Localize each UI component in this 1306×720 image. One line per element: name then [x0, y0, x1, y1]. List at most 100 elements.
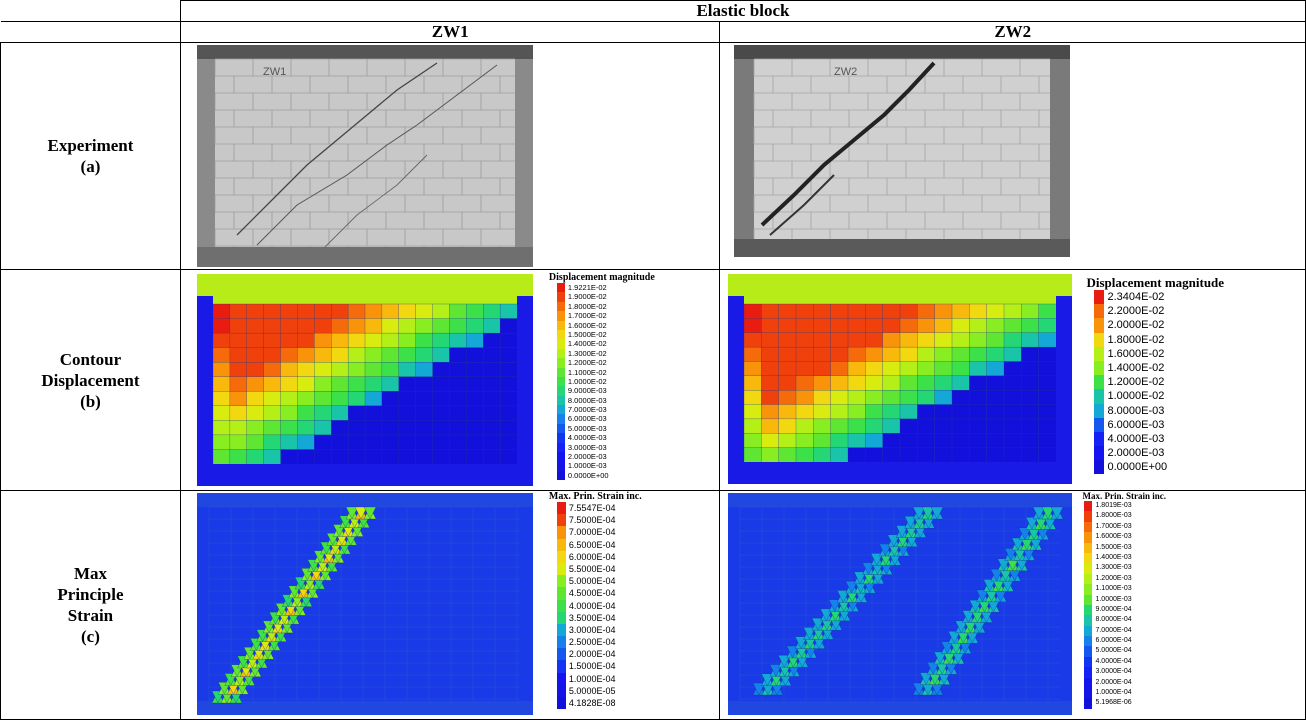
legend-value: 3.0000E-04 [1095, 668, 1132, 676]
legend-value: 1.0000E-04 [568, 673, 616, 684]
displacement-contour-zw1 [196, 274, 533, 486]
legend-swatch [556, 636, 566, 649]
legend-value: 8.0000E-04 [1095, 616, 1132, 624]
legend-swatch [1084, 625, 1093, 637]
legend-value: 1.4000E-03 [1095, 553, 1132, 561]
legend-swatch [556, 587, 566, 600]
legend-swatch [1094, 460, 1105, 475]
legend-entry: 5.0000E-03 [549, 423, 655, 434]
legend-swatch [556, 367, 565, 377]
legend-swatch [1094, 446, 1105, 461]
legend-entry: 1.0000E-03 [549, 461, 655, 471]
legend-swatch [556, 292, 565, 302]
legend-value: 1.5000E-03 [1095, 543, 1132, 551]
legend-value: 5.0000E-04 [1095, 647, 1132, 655]
legend-value: 1.6000E-02 [1107, 347, 1165, 360]
legend-swatch [556, 575, 566, 588]
legend-displacement-zw1: Displacement magnitude 1.9221E-02 1.9000E-… [548, 272, 655, 481]
photo-zw2: ZW2 [734, 45, 1071, 257]
cell-strain-zw2: Max. Prin. Strain inc. 1.8019E-03 1.8000E-… [719, 490, 1306, 720]
legend-entry: 8.0000E-03 [549, 395, 655, 406]
legend-value: 2.3404E-02 [1107, 291, 1165, 303]
legend-swatch [1094, 346, 1105, 361]
legend-swatch [1094, 431, 1105, 447]
legend-value: 1.0000E-04 [1095, 689, 1132, 697]
legend-swatch [556, 514, 566, 527]
legend-swatch [1084, 656, 1093, 668]
displacement-contour-zw2 [728, 274, 1073, 484]
legend-entry: 4.1828E-08 [549, 697, 642, 710]
legend-value: 6.0000E-04 [1095, 637, 1132, 645]
legend-entry: 4.5000E-04 [549, 587, 642, 600]
legend-value: 1.7000E-02 [567, 311, 607, 321]
legend-entry: 6.0000E-04 [1082, 636, 1166, 647]
legend-entry: 1.3000E-03 [1082, 563, 1166, 574]
legend-entry: 3.5000E-04 [549, 611, 642, 624]
legend-entry: 1.4000E-03 [1082, 552, 1166, 564]
legend-swatch [556, 386, 565, 396]
legend-swatch [556, 414, 565, 424]
legend-value: 1.2000E-02 [567, 358, 607, 368]
legend-entry: 1.7000E-03 [1082, 521, 1166, 533]
legend-value: 1.8000E-02 [1107, 333, 1165, 346]
legend-value: 4.0000E-03 [1107, 432, 1165, 445]
legend-displacement-zw2: Displacement magnitude 2.3404E-02 2.2000E-… [1086, 276, 1224, 475]
legend-entry: 2.0000E-03 [549, 452, 655, 462]
legend-entry: 6.0000E-04 [549, 550, 642, 563]
legend-entry: 1.3000E-02 [549, 348, 655, 359]
legend-entry: 1.8000E-03 [1082, 511, 1166, 522]
legend-entry: 2.3404E-02 [1086, 290, 1224, 305]
legend-value: 1.8019E-03 [1095, 502, 1132, 509]
legend-title: Displacement magnitude [548, 272, 655, 283]
legend-swatch [556, 684, 566, 697]
legend-swatch [1084, 667, 1093, 678]
legend-entry: 8.0000E-04 [1082, 615, 1166, 626]
legend-entry: 2.0000E-02 [1086, 318, 1224, 333]
legend-value: 1.0000E-02 [1107, 390, 1165, 403]
legend-swatch [1084, 677, 1093, 689]
legend-swatch [556, 283, 565, 293]
legend-value: 0.0000E+00 [1107, 461, 1168, 474]
legend-entry: 5.0000E-04 [1082, 646, 1166, 657]
legend-entry: 3.0000E-04 [549, 623, 642, 637]
legend-swatch [556, 433, 565, 443]
legend-swatch [1084, 521, 1093, 533]
legend-entry: 1.0000E-03 [1082, 594, 1166, 605]
cell-strain-zw1: Max. Prin. Strain inc. 7.5547E-04 7.5000E-… [179, 490, 721, 720]
cell-experiment-zw2: ZW2 [719, 42, 1306, 270]
legend-entry: 1.0000E-04 [1082, 688, 1166, 699]
legend-swatch [556, 452, 565, 462]
legend-swatch [556, 470, 565, 481]
legend-value: 2.5000E-04 [568, 637, 616, 648]
legend-value: 2.0000E-02 [1107, 319, 1165, 332]
legend-value: 1.9000E-02 [567, 292, 607, 302]
legend-value: 8.0000E-03 [1107, 404, 1165, 417]
legend-entry: 0.0000E+00 [1086, 460, 1224, 475]
legend-value: 2.0000E-03 [567, 452, 607, 462]
legend-value: 4.1828E-08 [568, 698, 616, 708]
legend-entry: 1.6000E-02 [549, 320, 655, 330]
legend-value: 4.0000E-03 [567, 433, 607, 443]
legend-value: 1.5000E-04 [568, 661, 616, 672]
legend-entry: 2.2000E-02 [1086, 304, 1224, 319]
legend-value: 3.0000E-04 [568, 624, 616, 635]
legend-swatch [1094, 304, 1105, 319]
legend-entry: 3.0000E-03 [549, 442, 655, 453]
legend-swatch [1084, 542, 1093, 553]
legend-swatch [1084, 615, 1093, 626]
legend-value: 7.0000E-03 [567, 405, 607, 415]
legend-entry: 7.0000E-04 [549, 526, 642, 539]
legend-swatch [1084, 688, 1093, 699]
legend-swatch [1084, 604, 1093, 616]
legend-swatch [1094, 389, 1105, 404]
legend-value: 5.1968E-06 [1095, 699, 1132, 707]
group-header: Elastic block [179, 0, 1306, 22]
legend-swatch [1094, 375, 1105, 390]
row-label-contour-displacement: Contour Displacement (b) [0, 269, 181, 491]
legend-value: 1.6000E-03 [1095, 533, 1132, 541]
legend-swatch [556, 339, 565, 349]
legend-swatch [1094, 360, 1105, 376]
legend-entry: 1.8019E-03 [1082, 501, 1166, 512]
legend-entry: 1.6000E-02 [1086, 346, 1224, 361]
legend-strain-zw2: Max. Prin. Strain inc. 1.8019E-03 1.8000E-… [1082, 491, 1166, 709]
